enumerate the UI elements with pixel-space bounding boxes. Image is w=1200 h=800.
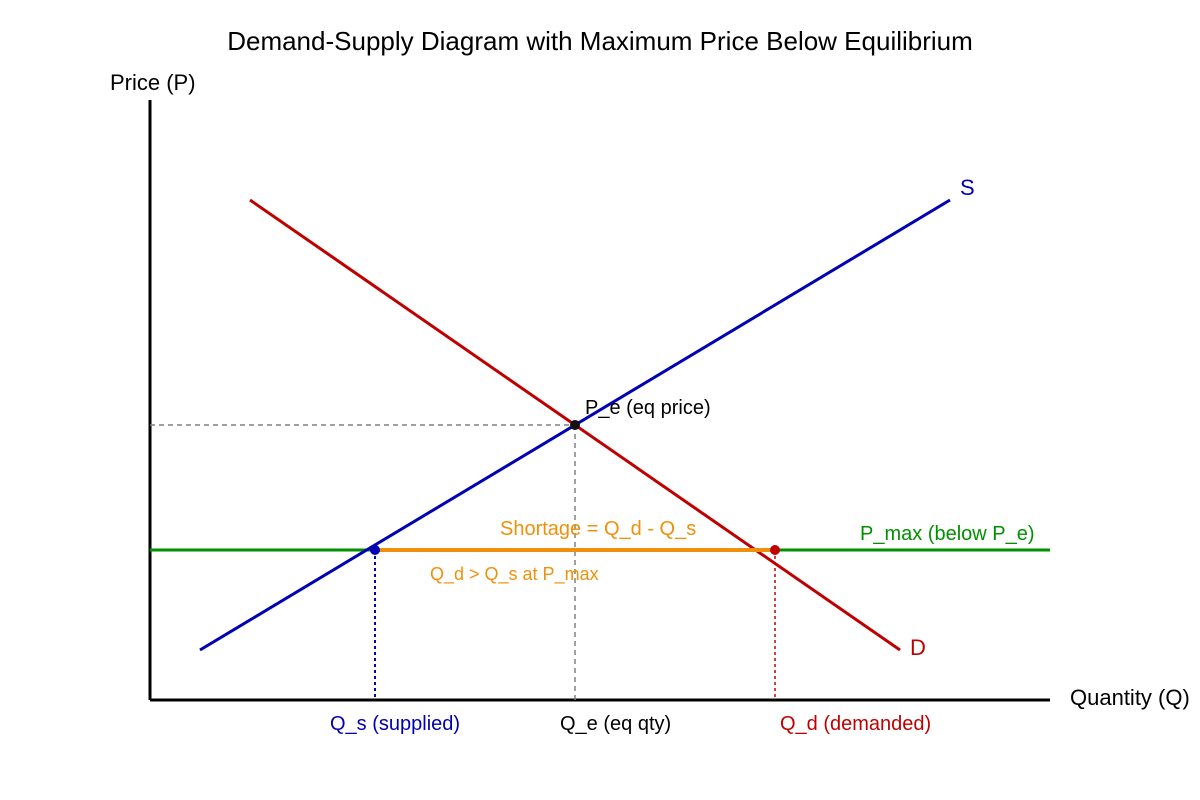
x-axis-label: Quantity (Q) [1070,685,1190,710]
price-ceiling-label: P_max (below P_e) [860,523,1035,545]
quantity-supplied-label: Q_s (supplied) [330,713,460,735]
quantity-demanded-label: Q_d (demanded) [780,713,931,735]
shortage-note: Q_d > Q_s at P_max [430,564,599,585]
equilibrium-point [570,420,580,430]
quantity-equilibrium-label: Q_e (eq qty) [560,713,671,735]
equilibrium-price-label: P_e (eq price) [585,397,711,419]
diagram-title: Demand-Supply Diagram with Maximum Price… [227,26,973,56]
y-axis-label: Price (P) [110,70,196,95]
demand-curve-label: D [910,635,926,660]
supply-curve-label: S [960,175,975,200]
shortage-label: Shortage = Q_d - Q_s [500,518,696,540]
quantity-supplied-point [370,545,380,555]
quantity-demanded-point [770,545,780,555]
